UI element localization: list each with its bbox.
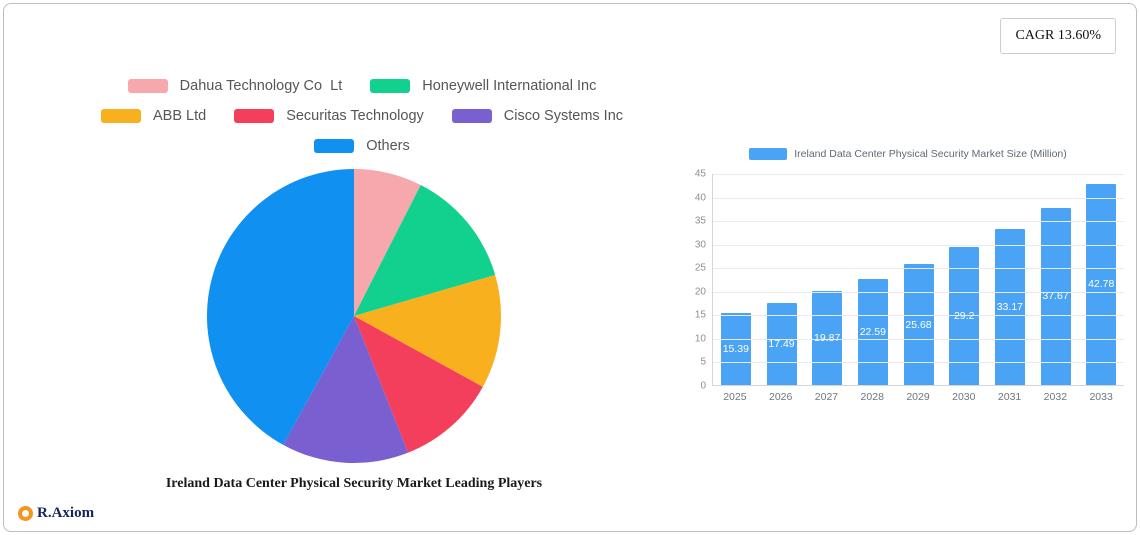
pie-svg bbox=[206, 169, 501, 464]
legend-item: ABB Ltd bbox=[87, 104, 220, 128]
pie-slice bbox=[283, 316, 409, 464]
bar-column: 37.67 bbox=[1033, 174, 1079, 385]
legend-item: Securitas Technology bbox=[220, 104, 438, 128]
legend-swatch bbox=[370, 79, 411, 93]
x-tick-label: 2030 bbox=[952, 391, 976, 403]
bar-column: 42.78 bbox=[1078, 174, 1124, 385]
gridline bbox=[713, 291, 1124, 293]
legend-label: ABB Ltd bbox=[152, 108, 207, 124]
x-tick-label: 2025 bbox=[723, 391, 747, 403]
y-tick-label: 25 bbox=[694, 262, 706, 274]
bar-value-label: 37.67 bbox=[1042, 290, 1069, 303]
y-tick-label: 40 bbox=[694, 192, 706, 204]
gridline bbox=[713, 197, 1124, 199]
legend-label: Honeywell International Inc bbox=[422, 78, 597, 94]
bar-value-label: 22.59 bbox=[859, 325, 886, 338]
bar: 22.59 bbox=[857, 278, 888, 385]
gridline bbox=[713, 362, 1124, 364]
x-tick-label: 2028 bbox=[860, 391, 884, 403]
pie-slice bbox=[354, 274, 501, 387]
bar-column: 19.87 bbox=[804, 174, 850, 385]
y-tick-label: 5 bbox=[700, 356, 706, 368]
y-tick-label: 0 bbox=[700, 380, 706, 392]
x-tick-label: 2032 bbox=[1043, 391, 1068, 403]
gridline bbox=[713, 268, 1124, 270]
legend-label: Cisco Systems Inc bbox=[503, 108, 624, 124]
legend-label: Securitas Technology bbox=[286, 108, 424, 124]
pie-slice bbox=[206, 169, 354, 445]
y-tick-label: 30 bbox=[694, 239, 706, 251]
cagr-badge: CAGR 13.60% bbox=[1000, 18, 1116, 54]
bar-column: 15.39 bbox=[713, 174, 759, 385]
x-tick-label: 2031 bbox=[997, 391, 1022, 403]
x-axis-labels: 2025 2026 2027 2028 2029 2030 2031 2032 2033 bbox=[712, 391, 1124, 403]
pie-chart-section: Dahua Technology Co Lt Honeywell Internat… bbox=[62, 74, 646, 492]
bar-column: 22.59 bbox=[850, 174, 896, 385]
bar: 37.67 bbox=[1040, 207, 1071, 385]
bar-column: 29.2 bbox=[941, 174, 987, 385]
bar-value-label: 42.78 bbox=[1088, 278, 1115, 291]
legend-swatch bbox=[234, 109, 275, 123]
bar-value-label: 15.39 bbox=[722, 342, 749, 355]
gridline bbox=[713, 174, 1124, 175]
legend-label: Others bbox=[366, 138, 410, 154]
y-tick-label: 20 bbox=[694, 286, 706, 298]
legend-label: Dahua Technology Co Lt bbox=[179, 78, 343, 94]
gridline bbox=[713, 221, 1124, 223]
bar-column: 25.68 bbox=[896, 174, 942, 385]
bar-value-label: 19.87 bbox=[814, 332, 840, 344]
pie-title: Ireland Data Center Physical Security Ma… bbox=[165, 476, 543, 491]
bar-column: 17.49 bbox=[759, 174, 805, 385]
y-tick-label: 35 bbox=[694, 215, 706, 227]
legend-item: Others bbox=[300, 134, 424, 158]
bar-column: 33.17 bbox=[987, 174, 1033, 385]
legend-item: Honeywell International Inc bbox=[356, 74, 610, 98]
bar-value-label: 17.49 bbox=[768, 337, 795, 350]
bar-legend-label: Ireland Data Center Physical Security Ma… bbox=[794, 148, 1067, 160]
x-tick-label: 2033 bbox=[1089, 391, 1113, 403]
bar: 17.49 bbox=[766, 302, 797, 385]
x-tick-label: 2026 bbox=[768, 391, 793, 403]
bar-value-label: 33.17 bbox=[996, 300, 1023, 313]
gridline bbox=[713, 338, 1124, 340]
legend-swatch bbox=[100, 109, 141, 123]
report-card: CAGR 13.60% Dahua Technology Co Lt Honeyw… bbox=[3, 3, 1137, 532]
bar-value-label: 25.68 bbox=[905, 318, 932, 331]
bar-legend: Ireland Data Center Physical Security Ma… bbox=[680, 146, 1136, 162]
gridline bbox=[713, 244, 1124, 246]
pie-slice bbox=[354, 185, 496, 316]
pie-chart bbox=[206, 168, 502, 464]
gridline bbox=[713, 315, 1124, 317]
x-tick-label: 2027 bbox=[814, 391, 839, 403]
y-tick-label: 15 bbox=[694, 309, 706, 321]
x-tick-label: 2029 bbox=[906, 391, 930, 403]
bar-legend-swatch bbox=[749, 148, 788, 160]
y-tick-label: 10 bbox=[694, 333, 706, 345]
legend-item: Dahua Technology Co Lt bbox=[114, 74, 357, 98]
bar: 25.68 bbox=[903, 264, 934, 385]
logo-icon bbox=[18, 506, 33, 521]
bar-columns: 15.39 17.49 19.87 22.59 25.68 29.2 33.17 37.67 4… bbox=[713, 174, 1124, 385]
logo: R.Axiom bbox=[18, 505, 94, 522]
y-tick-label: 45 bbox=[694, 168, 706, 180]
bar: 19.87 bbox=[812, 291, 843, 385]
legend-swatch bbox=[314, 139, 355, 153]
pie-legend: Dahua Technology Co Lt Honeywell Internat… bbox=[62, 74, 662, 158]
bar: 42.78 bbox=[1086, 183, 1117, 385]
legend-swatch bbox=[451, 109, 492, 123]
legend-item: Cisco Systems Inc bbox=[438, 104, 637, 128]
bar: 15.39 bbox=[720, 312, 751, 385]
pie-slice bbox=[354, 316, 483, 453]
bar-chart-section: Ireland Data Center Physical Security Ma… bbox=[680, 146, 1136, 403]
bar-plot: 15.39 17.49 19.87 22.59 25.68 29.2 33.17 37.67 4… bbox=[695, 169, 1124, 392]
legend-swatch bbox=[127, 79, 168, 93]
logo-text: R.Axiom bbox=[37, 505, 95, 521]
bar: 33.17 bbox=[994, 228, 1025, 385]
pie-slice bbox=[354, 169, 421, 316]
